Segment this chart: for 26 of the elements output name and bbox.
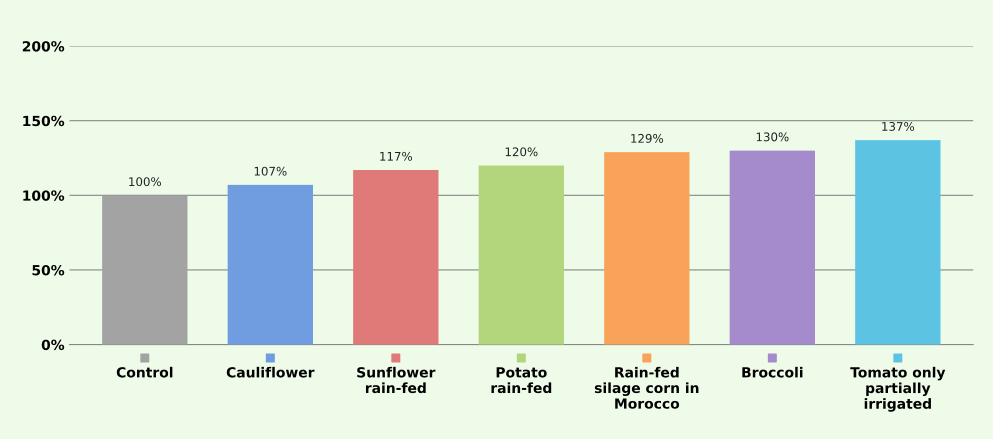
bar: [730, 150, 816, 345]
y-tick-label: 50%: [32, 264, 64, 276]
y-tick-label: 150%: [23, 116, 64, 126]
bar: [353, 170, 438, 345]
bar: [855, 140, 941, 345]
data-label: 130%: [756, 132, 789, 142]
data-label: 137%: [882, 122, 914, 131]
data-label: 100%: [129, 177, 162, 186]
bar: [478, 166, 564, 345]
x-tick-label: Rain-fed silage corn in Morocco: [594, 366, 698, 409]
x-tick-label: Cauliflower: [226, 366, 314, 378]
bar: [604, 152, 690, 345]
x-tick-label: Potato rain-fed: [491, 367, 552, 394]
bar: [228, 184, 313, 345]
bar: [102, 195, 188, 345]
data-label: 117%: [380, 152, 412, 161]
y-tick-label: 100%: [23, 190, 64, 201]
data-label: 120%: [506, 147, 538, 156]
x-tick-label: Broccoli: [742, 366, 802, 378]
x-tick-label: Control: [116, 366, 172, 378]
data-label: 129%: [631, 134, 664, 143]
y-tick-label: 200%: [22, 41, 64, 52]
data-label: 107%: [254, 166, 287, 176]
y-tick-label: 0%: [42, 340, 64, 350]
x-tick-label: Tomato only partially irrigated: [850, 366, 946, 412]
x-tick-label: Sunflower rain-fed: [357, 366, 436, 394]
